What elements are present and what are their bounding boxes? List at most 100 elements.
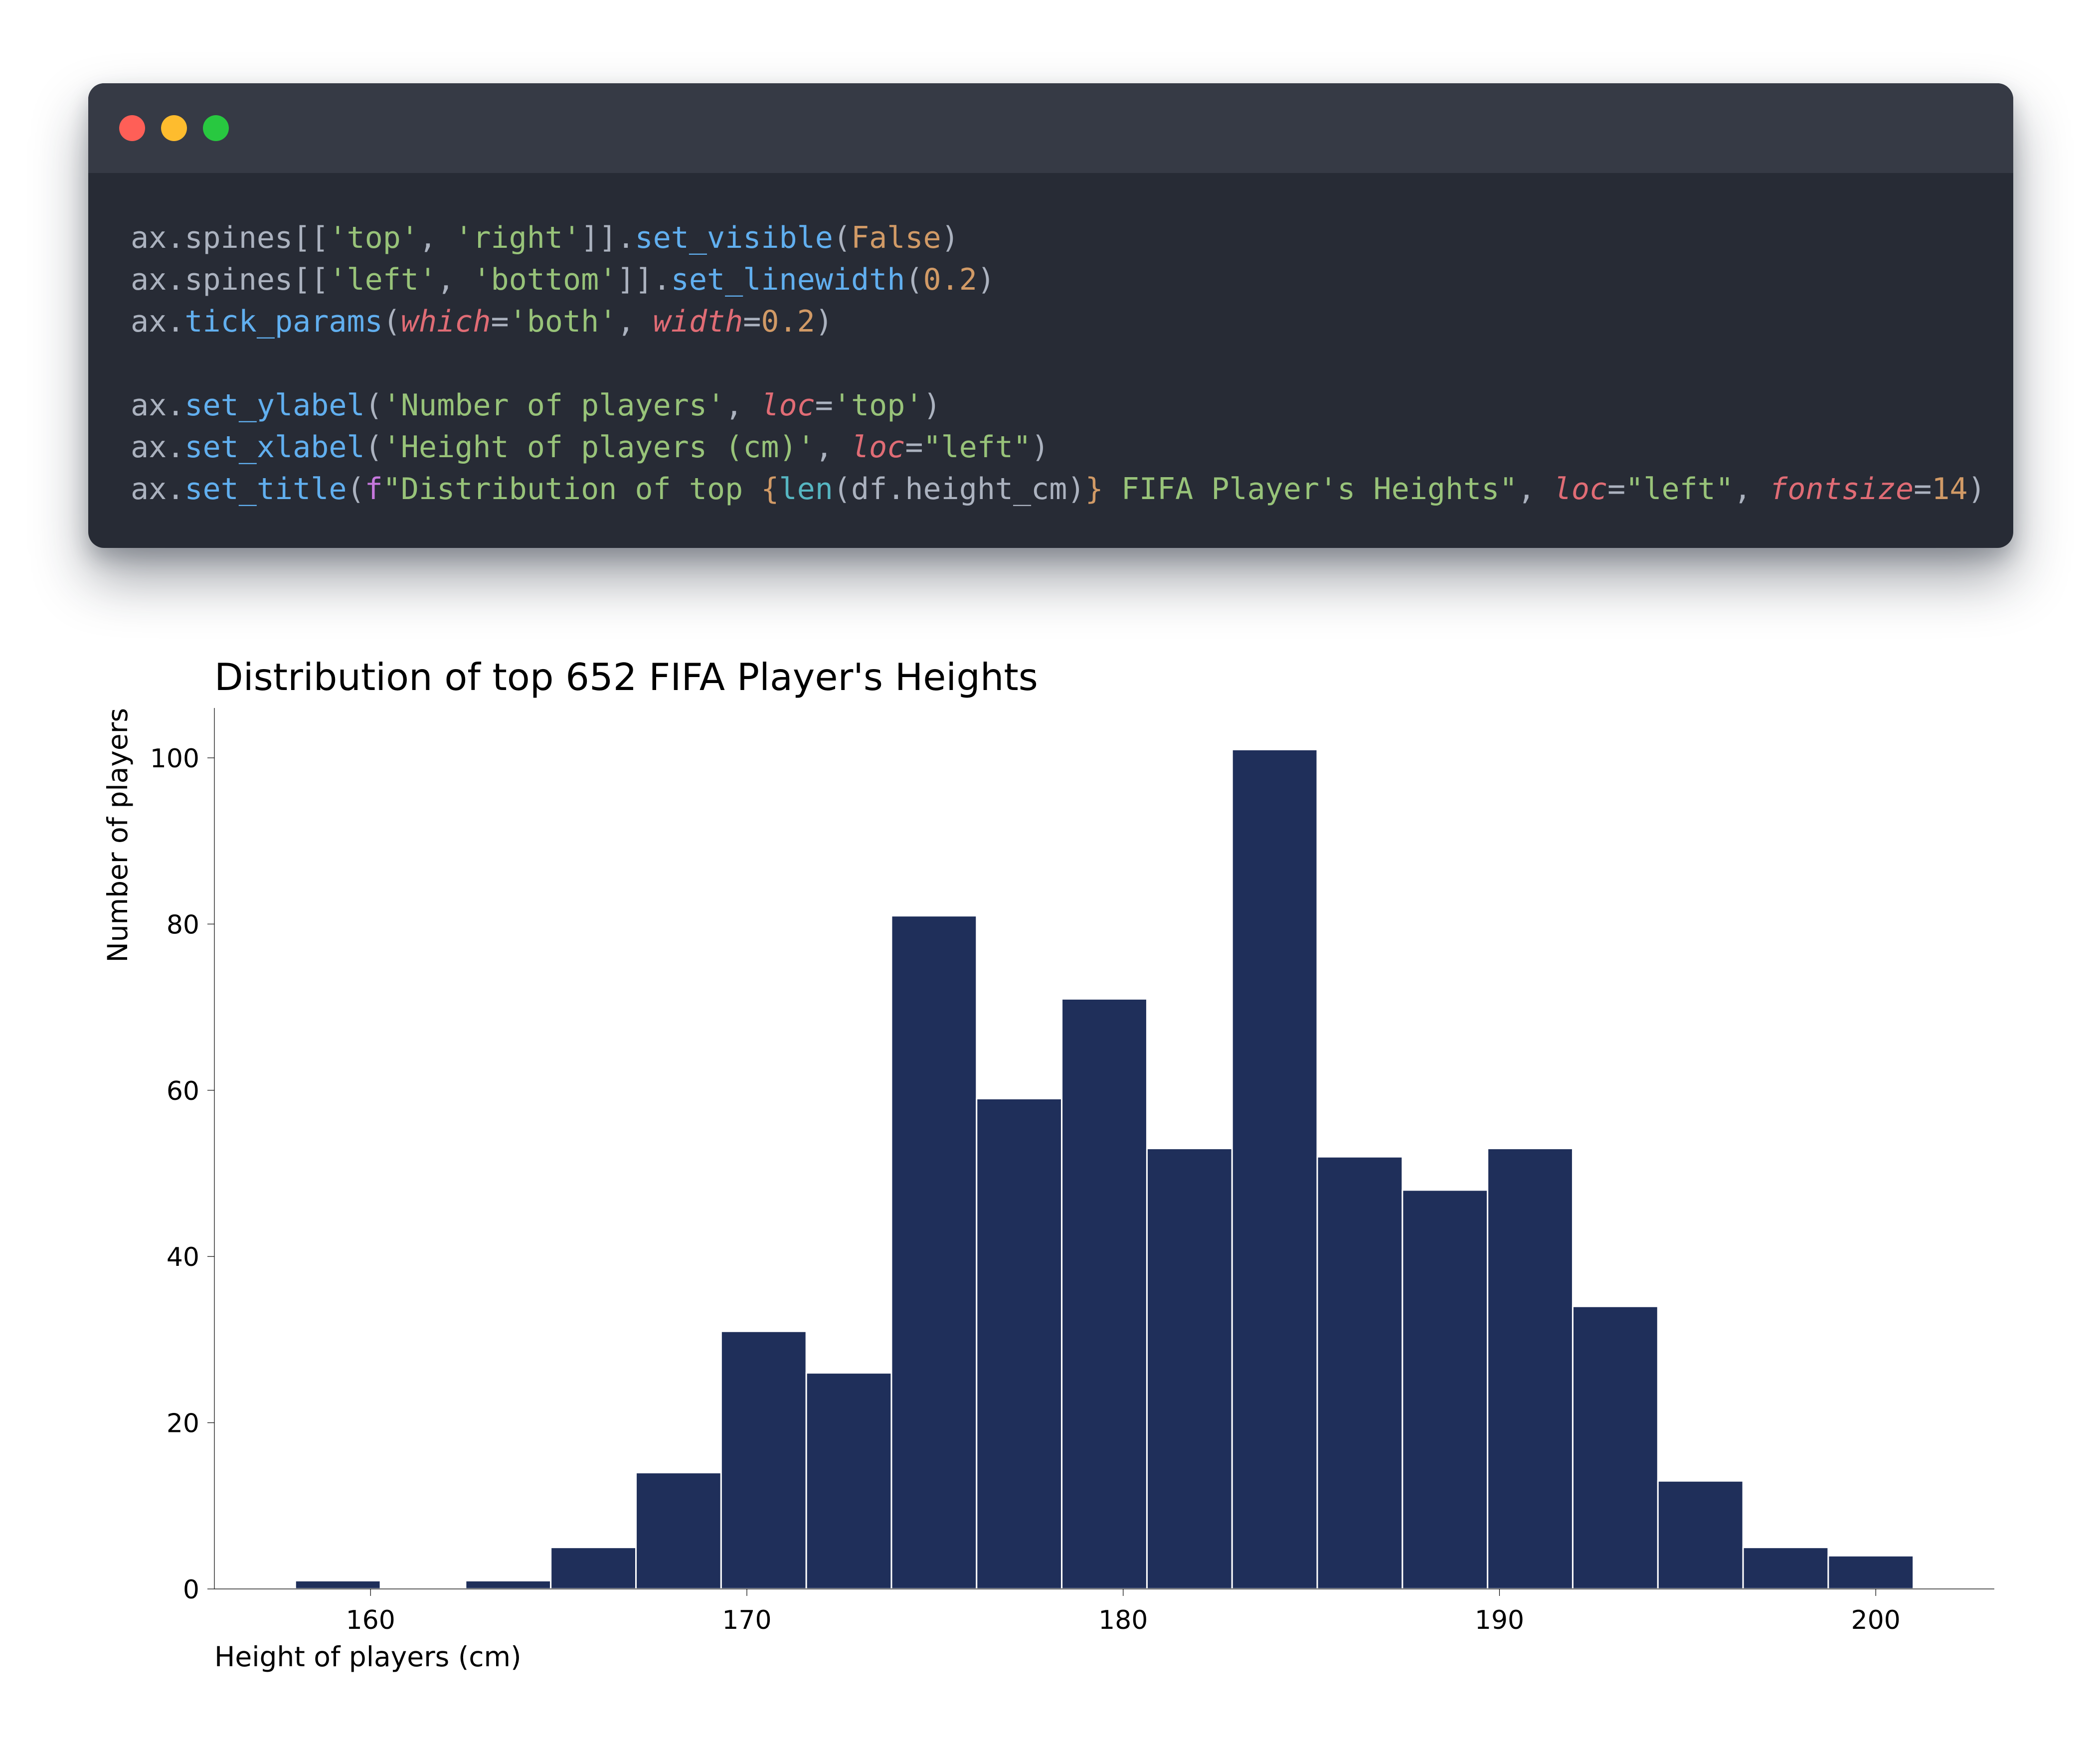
code-window: ax.spines[['top', 'right']].set_visible(… bbox=[88, 83, 2013, 548]
code-token: = bbox=[743, 304, 761, 339]
code-token: set_linewidth bbox=[671, 262, 905, 297]
code-token: ]]. bbox=[581, 220, 635, 255]
code-token: ]]. bbox=[617, 262, 671, 297]
histogram-bar bbox=[890, 915, 978, 1590]
code-token: ax. bbox=[131, 304, 185, 339]
code-token: , bbox=[437, 262, 473, 297]
close-window-button[interactable] bbox=[119, 115, 145, 141]
code-token: = bbox=[1607, 472, 1626, 507]
code-line: ax.set_title(f"Distribution of top {len(… bbox=[131, 468, 1986, 510]
code-token: ( bbox=[364, 388, 383, 423]
code-token: "Distribution of top bbox=[382, 472, 761, 507]
code-token: ) bbox=[815, 304, 833, 339]
bars-group bbox=[294, 748, 1915, 1590]
histogram-bar bbox=[465, 1579, 552, 1590]
code-token: , bbox=[1734, 472, 1770, 507]
code-token: , bbox=[1517, 472, 1554, 507]
code-token: 'both' bbox=[509, 304, 617, 339]
y-tick-label: 20 bbox=[167, 1409, 199, 1439]
x-tick-label: 200 bbox=[1851, 1605, 1901, 1635]
code-token: ax. bbox=[131, 430, 185, 465]
code-token: set_xlabel bbox=[184, 430, 365, 465]
code-block: ax.spines[['top', 'right']].set_visible(… bbox=[131, 217, 1986, 510]
code-token: "left" bbox=[923, 430, 1032, 465]
chart-title: Distribution of top 652 FIFA Player's He… bbox=[214, 655, 1038, 699]
code-token: tick_params bbox=[184, 304, 383, 339]
code-token: set_title bbox=[184, 472, 347, 507]
code-token: , bbox=[418, 220, 455, 255]
histogram-bar bbox=[1316, 1156, 1403, 1590]
x-tick-label: 170 bbox=[722, 1605, 771, 1635]
x-axis-label: Height of players (cm) bbox=[214, 1641, 522, 1673]
y-tick-label: 40 bbox=[167, 1242, 199, 1272]
y-tick-label: 0 bbox=[183, 1575, 199, 1605]
code-token: width bbox=[653, 304, 743, 339]
code-token: ( bbox=[364, 430, 383, 465]
histogram-bar bbox=[1231, 748, 1318, 1590]
code-token: fontsize bbox=[1769, 472, 1914, 507]
code-token: ax.spines[[ bbox=[131, 262, 329, 297]
code-line: ax.set_ylabel('Number of players', loc='… bbox=[131, 384, 1986, 426]
y-tick-label: 60 bbox=[167, 1076, 199, 1106]
code-token: (df.height_cm) bbox=[833, 472, 1085, 507]
code-token: 'Number of players' bbox=[382, 388, 725, 423]
code-token: 'bottom' bbox=[473, 262, 617, 297]
histogram-bar bbox=[635, 1472, 722, 1590]
x-tick-label: 180 bbox=[1098, 1605, 1148, 1635]
code-token: ax.spines[[ bbox=[131, 220, 329, 255]
y-tick-label: 100 bbox=[150, 744, 199, 774]
code-token: len bbox=[779, 472, 833, 507]
code-token: = bbox=[1914, 472, 1932, 507]
histogram-bar bbox=[1657, 1480, 1744, 1590]
code-token: loc bbox=[851, 430, 905, 465]
histogram-bar bbox=[1742, 1547, 1829, 1590]
code-token: ax. bbox=[131, 472, 185, 507]
code-token: 0.2 bbox=[761, 304, 815, 339]
code-token: ) bbox=[1031, 430, 1050, 465]
code-token: loc bbox=[761, 388, 815, 423]
code-token: } bbox=[1085, 472, 1103, 507]
code-token: 'top' bbox=[329, 220, 419, 255]
maximize-window-button[interactable] bbox=[203, 115, 229, 141]
code-token: = bbox=[815, 388, 833, 423]
histogram-bar bbox=[805, 1372, 892, 1590]
histogram-bar bbox=[1827, 1555, 1915, 1590]
code-token: = bbox=[491, 304, 509, 339]
code-token: 'Height of players (cm)' bbox=[382, 430, 815, 465]
histogram-bar bbox=[1401, 1189, 1489, 1590]
code-token: , bbox=[725, 388, 761, 423]
code-token: ) bbox=[923, 388, 941, 423]
code-token: ( bbox=[382, 304, 401, 339]
code-token: set_visible bbox=[635, 220, 833, 255]
code-token: 'left' bbox=[329, 262, 437, 297]
code-token: , bbox=[617, 304, 653, 339]
code-token: set_ylabel bbox=[184, 388, 365, 423]
code-token: 0.2 bbox=[923, 262, 977, 297]
x-tick-label: 160 bbox=[346, 1605, 395, 1635]
code-line: ax.spines[['left', 'bottom']].set_linewi… bbox=[131, 259, 1986, 301]
code-token: { bbox=[761, 472, 779, 507]
code-token: ( bbox=[833, 220, 851, 255]
code-token: 14 bbox=[1931, 472, 1968, 507]
code-token: 'right' bbox=[455, 220, 581, 255]
histogram-bar bbox=[294, 1579, 381, 1590]
code-token: "left" bbox=[1625, 472, 1734, 507]
code-line: ax.tick_params(which='both', width=0.2) bbox=[131, 301, 1986, 343]
code-token: 'top' bbox=[833, 388, 923, 423]
code-line: ax.spines[['top', 'right']].set_visible(… bbox=[131, 217, 1986, 259]
code-token: ( bbox=[905, 262, 923, 297]
x-ticks-group: 160 170 180 190 200 bbox=[346, 1589, 1901, 1635]
minimize-window-button[interactable] bbox=[161, 115, 187, 141]
y-ticks-group: 0 20 40 60 80 100 bbox=[150, 744, 214, 1605]
window-title-bar bbox=[88, 83, 2013, 173]
code-token: loc bbox=[1553, 472, 1608, 507]
histogram-bar bbox=[1572, 1305, 1659, 1590]
histogram-bar bbox=[720, 1330, 807, 1590]
code-token: = bbox=[905, 430, 923, 465]
code-token: ) bbox=[977, 262, 995, 297]
y-axis-label: Number of players bbox=[102, 708, 134, 962]
code-token: , bbox=[815, 430, 851, 465]
code-token: ) bbox=[1967, 472, 1986, 507]
code-token: which bbox=[400, 304, 491, 339]
